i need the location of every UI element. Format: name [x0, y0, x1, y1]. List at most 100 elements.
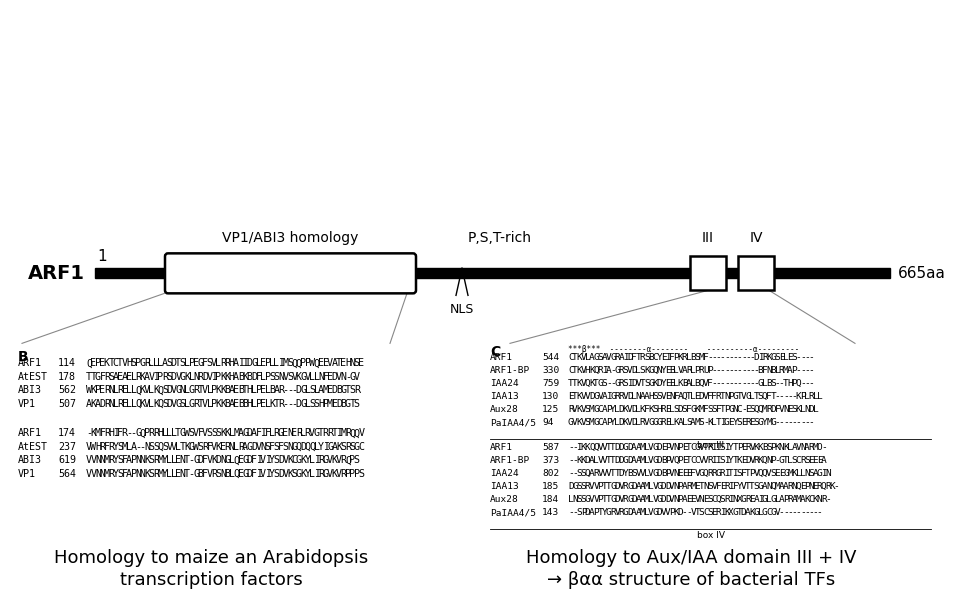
Text: AtEST: AtEST — [18, 442, 48, 452]
Text: M: M — [775, 482, 780, 491]
Text: V: V — [669, 496, 675, 504]
Text: T: T — [336, 358, 342, 368]
Text: V: V — [304, 372, 311, 382]
Text: G: G — [732, 392, 738, 401]
Text: N: N — [732, 405, 738, 414]
Text: D: D — [627, 353, 633, 362]
Text: V: V — [750, 456, 755, 465]
Text: L: L — [131, 385, 136, 395]
Text: L: L — [644, 469, 650, 478]
Text: A: A — [589, 456, 595, 465]
Text: P: P — [750, 469, 755, 478]
Text: A: A — [812, 469, 818, 478]
Text: M: M — [787, 469, 793, 478]
Text: S: S — [215, 429, 222, 438]
Text: L: L — [269, 358, 275, 368]
Text: O: O — [817, 444, 823, 453]
Text: L: L — [265, 399, 271, 409]
Text: F: F — [686, 405, 692, 414]
Text: K: K — [220, 372, 226, 382]
Text: C: C — [690, 444, 696, 453]
Text: A: A — [639, 496, 645, 504]
Text: L: L — [171, 429, 177, 438]
Text: D: D — [660, 482, 666, 491]
Text: L: L — [314, 372, 320, 382]
Text: E: E — [812, 456, 818, 465]
Text: L: L — [812, 392, 818, 401]
Text: P: P — [135, 358, 141, 368]
Text: L: L — [568, 496, 574, 504]
Text: V: V — [206, 469, 212, 479]
Text: P: P — [708, 367, 713, 376]
Text: K: K — [589, 379, 595, 389]
Text: P: P — [300, 358, 306, 368]
Text: D: D — [632, 379, 637, 389]
Text: B: B — [627, 469, 633, 478]
Text: E: E — [808, 456, 814, 465]
Text: V: V — [593, 482, 599, 491]
Text: T: T — [720, 392, 726, 401]
Text: S: S — [639, 367, 645, 376]
Text: R: R — [278, 385, 284, 395]
Text: R: R — [220, 358, 226, 368]
Text: A: A — [632, 456, 637, 465]
Text: S: S — [754, 482, 759, 491]
Text: V: V — [358, 429, 364, 438]
Text: T: T — [198, 385, 204, 395]
Text: T: T — [736, 392, 742, 401]
Text: E: E — [669, 379, 675, 389]
Text: B: B — [682, 379, 687, 389]
Text: V: V — [327, 456, 333, 465]
Text: M: M — [639, 456, 645, 465]
Text: T: T — [242, 385, 249, 395]
Text: Q: Q — [157, 385, 163, 395]
Text: I: I — [242, 358, 249, 368]
Text: K: K — [220, 429, 226, 438]
Text: V: V — [606, 469, 612, 478]
Text: L: L — [309, 456, 315, 465]
Text: N: N — [804, 469, 810, 478]
Text: Y: Y — [623, 469, 629, 478]
Text: A: A — [238, 429, 244, 438]
Text: F: F — [766, 392, 772, 401]
Text: C: C — [568, 367, 574, 376]
Text: R: R — [808, 444, 814, 453]
Text: 373: 373 — [542, 456, 560, 465]
Text: I: I — [732, 469, 738, 478]
Text: L: L — [166, 456, 173, 465]
Text: P: P — [804, 482, 810, 491]
Text: P: P — [255, 399, 262, 409]
Text: V: V — [639, 469, 645, 478]
Text: -: - — [568, 456, 574, 465]
Text: P: P — [606, 405, 612, 414]
Text: B: B — [18, 350, 29, 364]
Text: -: - — [783, 509, 789, 518]
Text: F: F — [732, 482, 738, 491]
Text: C: C — [690, 456, 696, 465]
Text: S: S — [117, 442, 123, 452]
Text: C: C — [597, 418, 603, 427]
Text: A: A — [682, 367, 687, 376]
Text: V: V — [602, 444, 608, 453]
Text: P: P — [800, 392, 805, 401]
Text: S: S — [585, 405, 590, 414]
Text: T: T — [783, 379, 789, 389]
Text: S: S — [274, 456, 279, 465]
Text: E: E — [682, 456, 687, 465]
Text: V: V — [354, 372, 360, 382]
Text: D: D — [660, 496, 666, 504]
Text: S: S — [736, 469, 742, 478]
Text: E: E — [358, 358, 364, 368]
Text: E: E — [220, 442, 226, 452]
Text: M: M — [639, 509, 645, 518]
Text: -: - — [804, 418, 810, 427]
Text: R: R — [341, 456, 347, 465]
Text: R: R — [318, 456, 324, 465]
Text: -: - — [736, 379, 742, 389]
Text: G: G — [653, 469, 658, 478]
Text: G: G — [139, 358, 146, 368]
Text: R: R — [274, 429, 279, 438]
Text: K: K — [225, 372, 230, 382]
Text: 587: 587 — [542, 444, 560, 453]
Text: V: V — [581, 379, 587, 389]
